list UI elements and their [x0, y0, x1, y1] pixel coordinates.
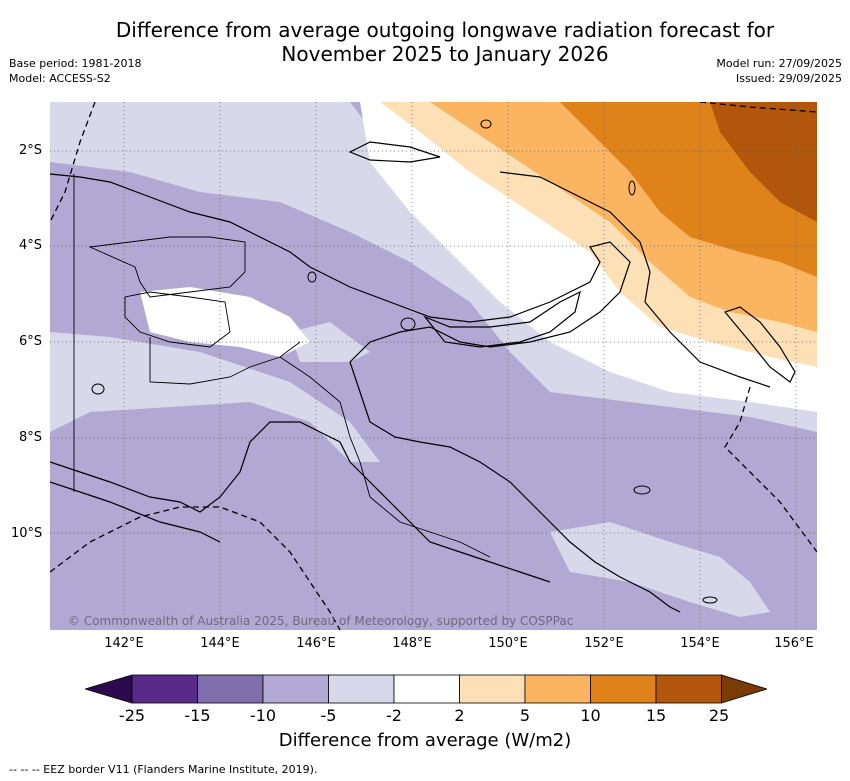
lat-label-2s: 2°S: [19, 143, 43, 158]
colorbar-tick-plus5: 5: [519, 706, 531, 725]
meta-right: Model run: 27/09/2025 Issued: 29/09/2025: [716, 56, 842, 86]
map-svg: [50, 102, 817, 630]
colorbar-tick-plus2: 2: [454, 706, 465, 725]
eez-solomons: [724, 386, 817, 553]
torres-coast: [50, 481, 221, 543]
png-north-coast: [50, 173, 681, 613]
meta-left: Base period: 1981-2018 Model: ACCESS-S2: [9, 56, 141, 86]
lat-label-8s: 8°S: [19, 430, 43, 445]
colorbar: [85, 674, 767, 704]
colorbar-title: Difference from average (W/m2): [278, 730, 572, 751]
lon-label-144e: 144°E: [200, 636, 240, 651]
colorbar-segment-minus15-minus10: [197, 674, 264, 704]
lon-label-156e: 156°E: [774, 636, 814, 651]
base-period: Base period: 1981-2018: [9, 57, 142, 70]
anomaly-band-minus2-plus2-highlands: [140, 287, 310, 357]
model-run: Model run: 27/09/2025: [716, 57, 842, 70]
anomaly-band-minus5-minus2-west: [50, 332, 380, 462]
eez-footnote: -- -- -- EEZ border V11 (Flanders Marine…: [9, 763, 318, 776]
colorbar-segment-plus10-plus15: [590, 674, 657, 704]
lon-label-148e: 148°E: [392, 636, 432, 651]
colorbar-segment-plus5-plus10: [524, 674, 591, 704]
map-area: [50, 102, 817, 630]
model-name: Model: ACCESS-S2: [9, 72, 111, 85]
issued-date: Issued: 29/09/2025: [735, 72, 842, 85]
eez-borders: [50, 102, 817, 630]
lon-label-150e: 150°E: [488, 636, 528, 651]
colorbar-segment-minus10-minus5: [262, 674, 329, 704]
colorbar-tick-minus2: -2: [386, 706, 402, 725]
manus-island: [348, 141, 441, 163]
eez-northeast: [699, 102, 817, 113]
colorbar-arrow-left: [85, 674, 133, 704]
colorbar-tick-minus25: -25: [118, 706, 146, 725]
colorbar-tick-minus10: -10: [249, 706, 277, 725]
lat-label-6s: 6°S: [19, 334, 43, 349]
eez-northwest: [50, 102, 96, 223]
anomaly-band-minus5-minus2-nw: [50, 102, 200, 152]
new-ireland-coast: [499, 171, 771, 388]
colorbar-segment-plus15-plus25: [655, 674, 722, 704]
png-south-coast: [50, 421, 551, 583]
colorbar-tick-plus10: 10: [580, 706, 601, 725]
lon-label-152e: 152°E: [584, 636, 624, 651]
colorbar-segment-minus5-minus2: [328, 674, 395, 704]
title-line-2: November 2025 to January 2026: [281, 42, 609, 66]
colorbar-tick-minus5: -5: [320, 706, 337, 725]
chart-title: Difference from average outgoing longwav…: [60, 18, 830, 66]
colorbar-segment-minus2-plus2: [393, 674, 460, 704]
bougainville: [723, 306, 796, 383]
anomaly-band-minus5-minus2-se: [550, 522, 770, 617]
lat-label-4s: 4°S: [19, 238, 43, 253]
small-islands: [91, 119, 718, 604]
lon-label-154e: 154°E: [680, 636, 720, 651]
colorbar-tick-plus15: 15: [645, 706, 667, 725]
colorbar-tick-minus15: -15: [184, 706, 211, 725]
new-britain: [423, 290, 581, 348]
anomaly-band-plus15-plus25: [710, 102, 817, 222]
province-borders: [73, 174, 491, 558]
lon-label-146e: 146°E: [296, 636, 336, 651]
colorbar-arrow-right: [721, 674, 767, 704]
colorbar-tick-plus25: 25: [708, 706, 730, 725]
title-line-1: Difference from average outgoing longwav…: [115, 18, 775, 42]
coastlines: [50, 141, 796, 613]
lon-label-142e: 142°E: [104, 636, 144, 651]
colorbar-segment-minus25-minus15: [131, 674, 198, 704]
lat-label-10s: 10°S: [11, 526, 43, 541]
copyright-notice: © Commonwealth of Australia 2025, Bureau…: [68, 614, 574, 628]
colorbar-segment-plus2-plus5: [459, 674, 526, 704]
